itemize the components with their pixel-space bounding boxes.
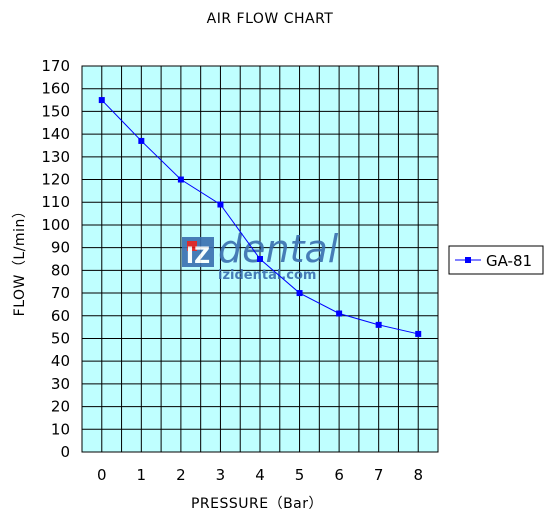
y-tick-label: 140 [41, 125, 70, 143]
y-tick-label: 110 [41, 193, 70, 211]
y-tick-label: 50 [51, 329, 70, 347]
watermark-logo-red-mark [187, 241, 197, 251]
x-tick-label: 6 [334, 466, 344, 484]
watermark-brand: dental [218, 227, 339, 271]
data-point [415, 330, 422, 337]
series-layer [98, 97, 422, 337]
x-tick-label: 5 [295, 466, 305, 484]
y-tick-label: 80 [51, 261, 70, 279]
data-point [296, 290, 303, 297]
y-tick-label: 70 [51, 284, 70, 302]
data-point [336, 310, 343, 317]
y-tick-label: 0 [60, 443, 70, 461]
y-axis-label: FLOW（L/min） [12, 204, 28, 317]
watermark-logo: IZ dental izidental.com [182, 227, 339, 283]
x-tick-label: 4 [255, 466, 265, 484]
y-tick-label: 40 [51, 352, 70, 370]
x-tick-label: 8 [413, 466, 423, 484]
x-tick-label: 2 [176, 466, 186, 484]
y-tick-label: 20 [51, 398, 70, 416]
x-tick-label: 0 [97, 466, 107, 484]
x-tick-label: 1 [137, 466, 147, 484]
watermark-logo-letters: IZ [186, 244, 210, 269]
y-tick-label: 100 [41, 216, 70, 234]
chart-title: AIR FLOW CHART [207, 11, 334, 27]
data-point [98, 97, 105, 104]
data-point [257, 256, 263, 262]
data-point [138, 137, 145, 144]
grid-lines [82, 66, 438, 452]
y-tick-label: 170 [41, 57, 70, 75]
legend-label: GA-81 [486, 252, 532, 270]
y-tick-label: 60 [51, 307, 70, 325]
y-tick-label: 10 [51, 420, 70, 438]
y-axis-ticks: 0 10 20 30 40 50 60 70 80 90 100 110 120 130 140 150 160… [41, 57, 70, 461]
legend-marker [465, 257, 471, 263]
x-tick-label: 7 [374, 466, 384, 484]
y-tick-label: 30 [51, 375, 70, 393]
watermark-url: izidental.com [218, 268, 316, 283]
data-point [217, 201, 224, 208]
y-tick-label: 130 [41, 148, 70, 166]
y-tick-label: 90 [51, 239, 70, 257]
x-axis-label: PRESSURE（Bar） [191, 496, 323, 512]
y-tick-label: 120 [41, 171, 70, 189]
y-tick-label: 150 [41, 102, 70, 120]
data-point [177, 176, 184, 183]
x-tick-label: 3 [216, 466, 226, 484]
y-tick-label: 160 [41, 80, 70, 98]
legend: GA-81 [448, 245, 544, 275]
x-axis-ticks: 0 1 2 3 4 5 6 7 8 [97, 466, 423, 484]
data-point [375, 321, 382, 328]
